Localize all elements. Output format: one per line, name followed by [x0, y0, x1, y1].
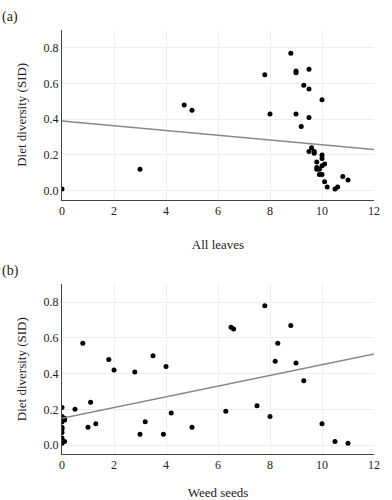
svg-text:Diet diversity (SID): Diet diversity (SID) — [14, 63, 29, 167]
svg-text:(a): (a) — [2, 9, 18, 25]
svg-text:(b): (b) — [2, 263, 19, 279]
svg-text:0: 0 — [59, 458, 65, 472]
svg-text:6: 6 — [215, 458, 221, 472]
svg-text:0.6: 0.6 — [44, 331, 59, 345]
svg-text:0.8: 0.8 — [44, 295, 59, 309]
svg-text:0: 0 — [59, 204, 65, 218]
svg-text:0.2: 0.2 — [44, 403, 59, 417]
svg-text:0.8: 0.8 — [44, 41, 59, 55]
svg-text:8: 8 — [267, 458, 273, 472]
svg-text:All leaves: All leaves — [192, 237, 244, 252]
svg-text:2: 2 — [111, 458, 117, 472]
svg-text:0.4: 0.4 — [44, 367, 59, 381]
svg-text:0.6: 0.6 — [44, 77, 59, 91]
svg-text:Weed seeds: Weed seeds — [188, 485, 249, 500]
svg-text:0.0: 0.0 — [44, 184, 59, 198]
svg-text:10: 10 — [316, 204, 328, 218]
svg-text:Diet diversity (SID): Diet diversity (SID) — [14, 317, 29, 421]
svg-text:0.0: 0.0 — [44, 438, 59, 452]
svg-text:6: 6 — [215, 204, 221, 218]
svg-text:0.4: 0.4 — [44, 112, 59, 126]
svg-text:2: 2 — [111, 204, 117, 218]
svg-text:12: 12 — [368, 458, 380, 472]
svg-text:8: 8 — [267, 204, 273, 218]
svg-text:0.2: 0.2 — [44, 148, 59, 162]
svg-text:4: 4 — [163, 458, 169, 472]
svg-text:12: 12 — [368, 204, 380, 218]
svg-text:10: 10 — [316, 458, 328, 472]
svg-text:4: 4 — [163, 204, 169, 218]
